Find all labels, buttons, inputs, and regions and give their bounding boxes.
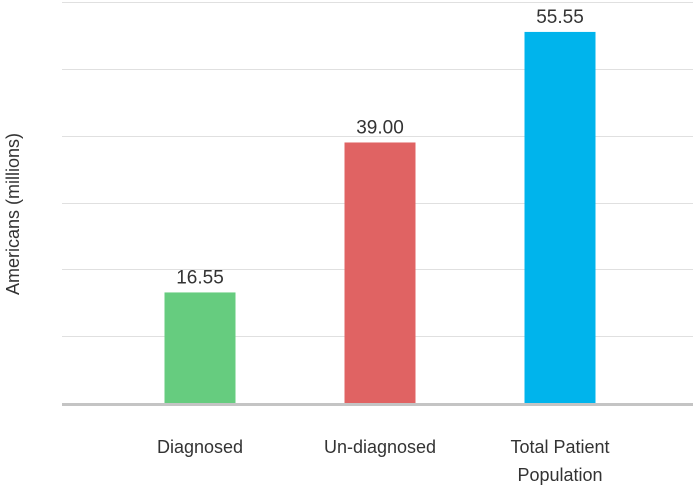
bar-un-diagnosed (344, 142, 416, 404)
bar-total-patient-population (524, 31, 596, 404)
bar-diagnosed (164, 292, 236, 403)
value-label: 16.55 (176, 267, 224, 288)
category-label: Total Patient Population (510, 437, 609, 485)
y-axis-title: Americans (millions) (3, 133, 23, 295)
bars (164, 31, 596, 404)
value-labels: 16.55 39.00 55.55 (176, 7, 584, 289)
value-label: 55.55 (536, 7, 584, 28)
category-labels: Diagnosed Un-diagnosed Total Patient Popula… (157, 437, 610, 485)
category-label: Un-diagnosed (324, 437, 436, 457)
category-label: Diagnosed (157, 437, 243, 457)
value-label: 39.00 (356, 117, 404, 138)
